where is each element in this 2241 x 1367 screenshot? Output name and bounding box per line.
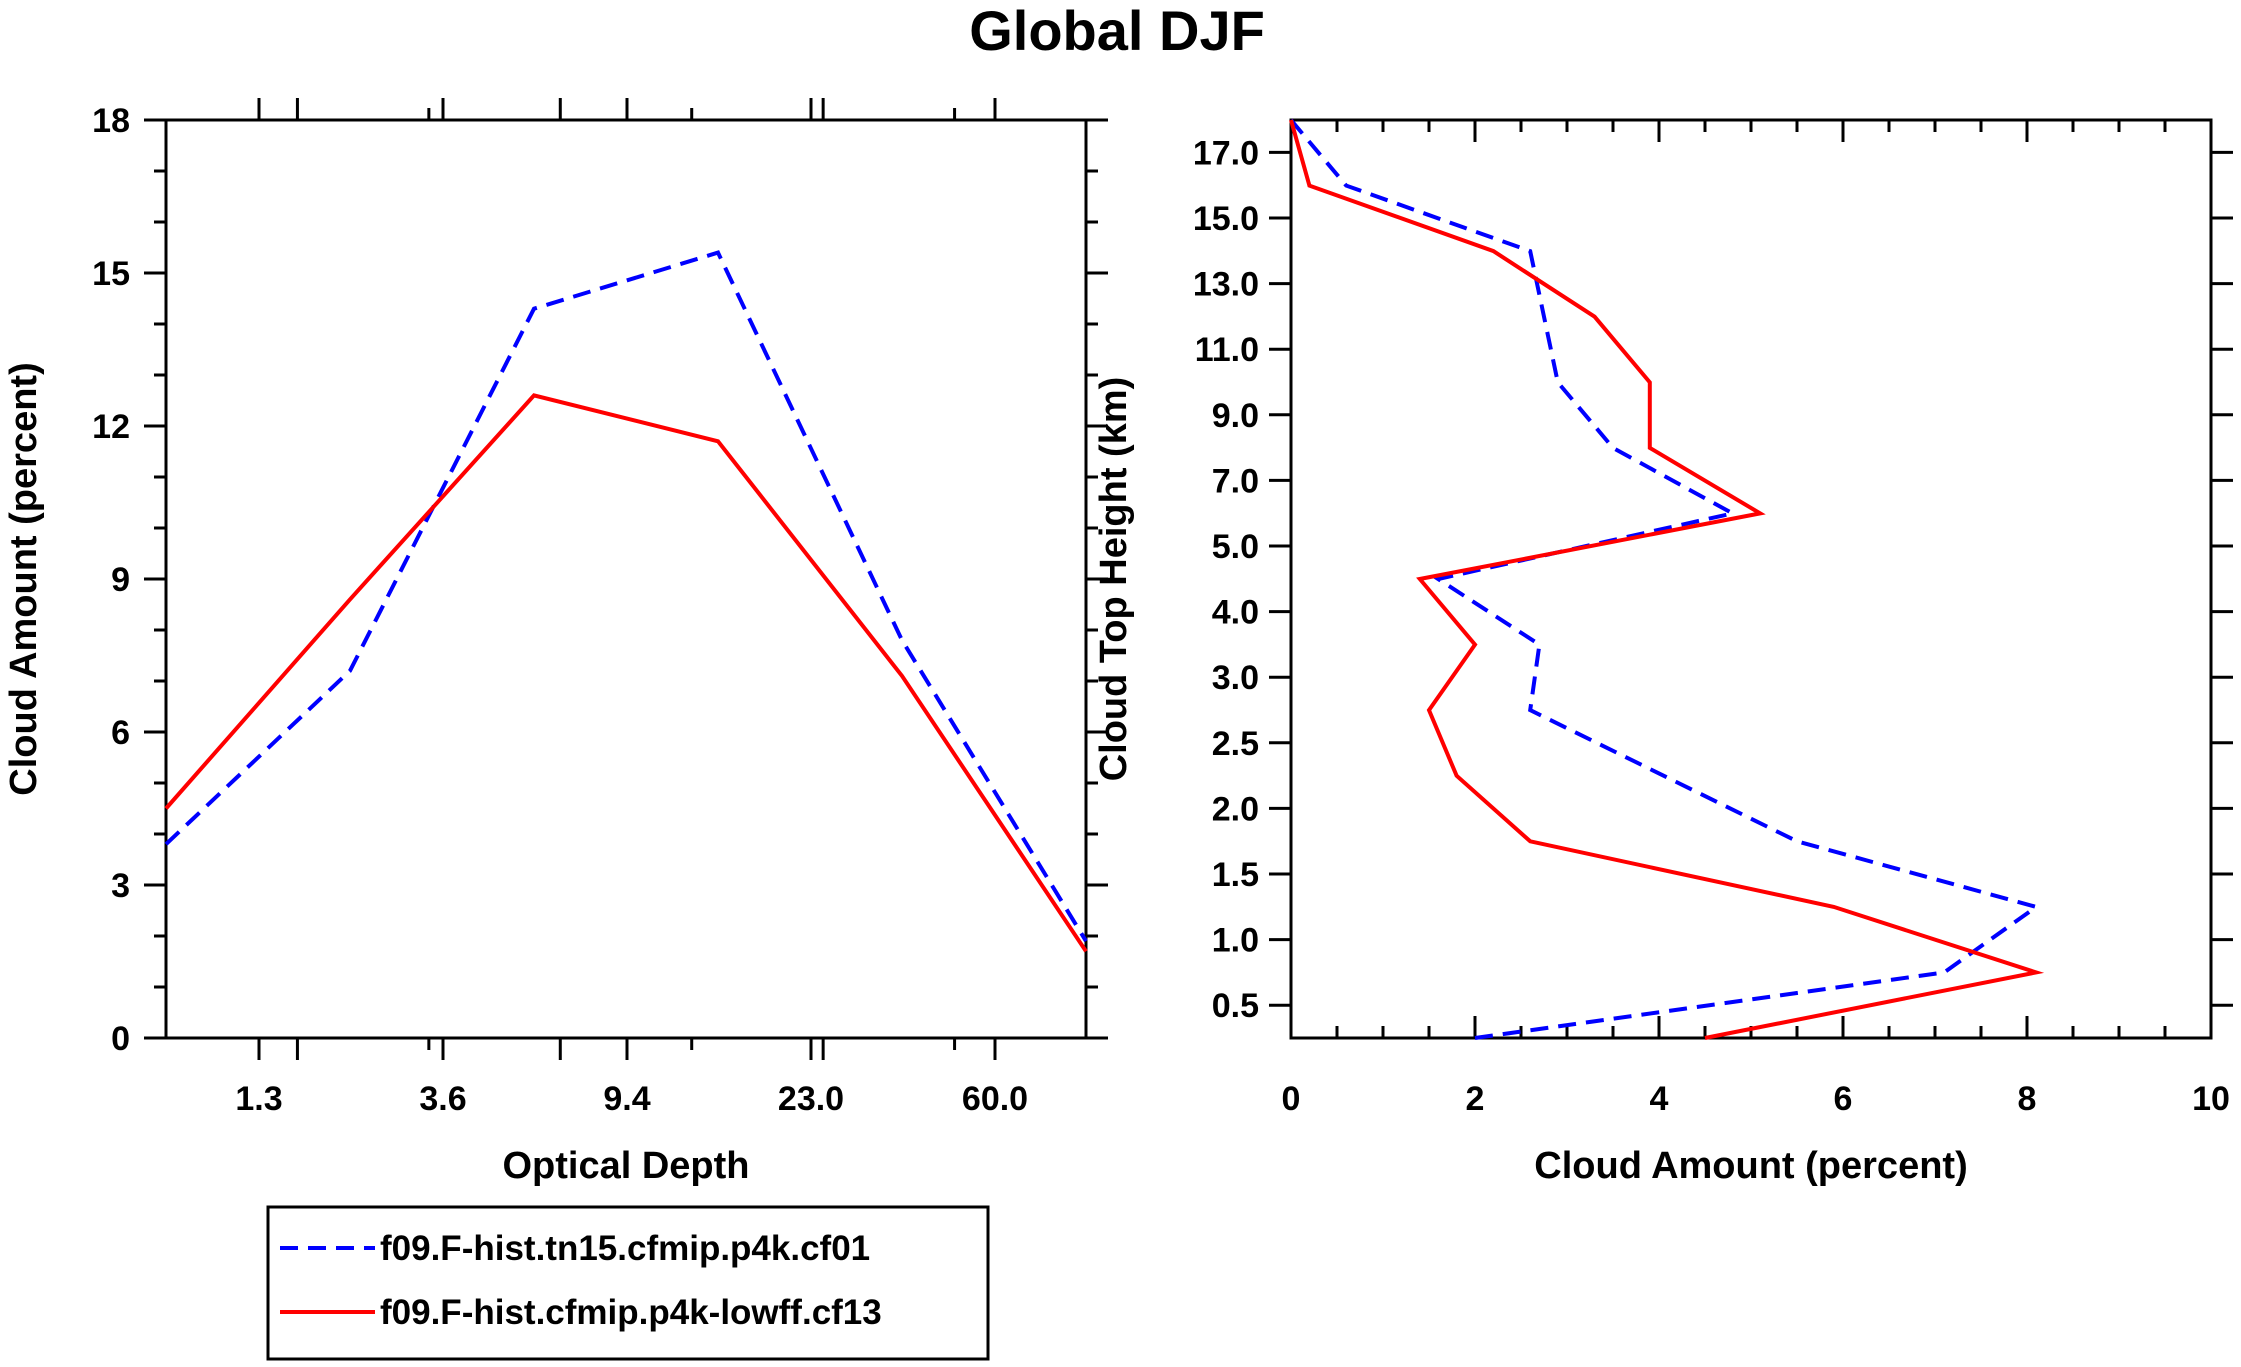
right-y-tick-label: 11.0 (1195, 331, 1259, 369)
right-x-tick-label: 10 (2192, 1080, 2230, 1118)
left-x-tick-label: 23.0 (778, 1080, 844, 1118)
right-y-tick-label: 0.5 (1212, 987, 1259, 1025)
left-lines (164, 250, 1088, 953)
left-y-tick-label: 0 (111, 1020, 130, 1058)
right-x-tick-label: 8 (2018, 1080, 2037, 1118)
left-x-tick-label: 9.4 (603, 1080, 650, 1118)
left-y-tick-label: 3 (111, 867, 130, 905)
right-y-axis-label: Cloud Top Height (km) (1093, 377, 1135, 782)
left-y-tick-label: 12 (92, 408, 130, 446)
right-y-tick-label: 13.0 (1193, 266, 1259, 304)
left-y-tick-label: 6 (111, 714, 130, 752)
left-y-tick-label: 9 (111, 561, 130, 599)
left-x-tick-label: 1.3 (235, 1080, 282, 1118)
right-x-tick-label: 4 (1650, 1080, 1669, 1118)
left-x-tick-label: 3.6 (419, 1080, 466, 1118)
right-x-tick-label: 0 (1282, 1080, 1301, 1118)
right-y-tick-label: 4.0 (1212, 594, 1259, 632)
left-y-tick-label: 18 (92, 102, 130, 140)
right-y-tick-label: 9.0 (1212, 397, 1259, 435)
right-x-axis-label: Cloud Amount (percent) (1534, 1145, 1967, 1187)
left-plot-frame (164, 118, 1088, 1040)
right-y-tick-label: 7.0 (1212, 462, 1259, 500)
legend: f09.F-hist.tn15.cfmip.p4k.cf01 f09.F-his… (266, 1205, 990, 1361)
right-y-tick-label: 3.0 (1212, 659, 1259, 697)
left-panel: 0 3 6 9 12 15 18 1.3 3.6 9.4 23.0 60.0 Optical Dept… (3, 98, 1108, 1187)
right-x-tick-label: 2 (1466, 1080, 1485, 1118)
left-series-dashed-line (164, 250, 1088, 943)
right-y-tick-label: 2.0 (1212, 790, 1259, 828)
right-series-dashed-line (1289, 118, 2041, 1040)
left-y-tick-label: 15 (92, 255, 130, 293)
right-ticks: 0 2 4 6 8 10 0.5 1.0 1.5 2.0 2.5 3.0 4.0 5.0 7.0 9.0 11.… (1193, 120, 2233, 1118)
right-y-tick-label: 1.0 (1212, 922, 1259, 960)
legend-box (266, 1205, 990, 1361)
right-y-tick-label: 15.0 (1193, 200, 1259, 238)
left-ticks: 0 3 6 9 12 15 18 1.3 3.6 9.4 23.0 60.0 (92, 98, 1108, 1118)
right-lines (1289, 118, 2045, 1040)
left-series-solid-line (164, 393, 1088, 953)
figure-title: Global DJF (969, 0, 1265, 62)
left-x-tick-label: 60.0 (962, 1080, 1028, 1118)
right-series-solid-line (1289, 119, 2045, 1040)
right-y-tick-label: 1.5 (1212, 856, 1259, 894)
right-panel: 0 2 4 6 8 10 0.5 1.0 1.5 2.0 2.5 3.0 4.0 5.0 7.0 9.0 11.… (1093, 118, 2233, 1187)
right-y-tick-label: 2.5 (1212, 725, 1259, 763)
left-x-axis-label: Optical Depth (502, 1145, 749, 1187)
legend-label-1: f09.F-hist.tn15.cfmip.p4k.cf01 (380, 1229, 870, 1268)
right-x-tick-label: 6 (1834, 1080, 1853, 1118)
right-y-tick-label: 17.0 (1193, 134, 1259, 172)
left-y-axis-label: Cloud Amount (percent) (3, 362, 45, 795)
right-y-tick-label: 5.0 (1212, 528, 1259, 566)
legend-label-2: f09.F-hist.cfmip.p4k-lowff.cf13 (380, 1293, 882, 1332)
